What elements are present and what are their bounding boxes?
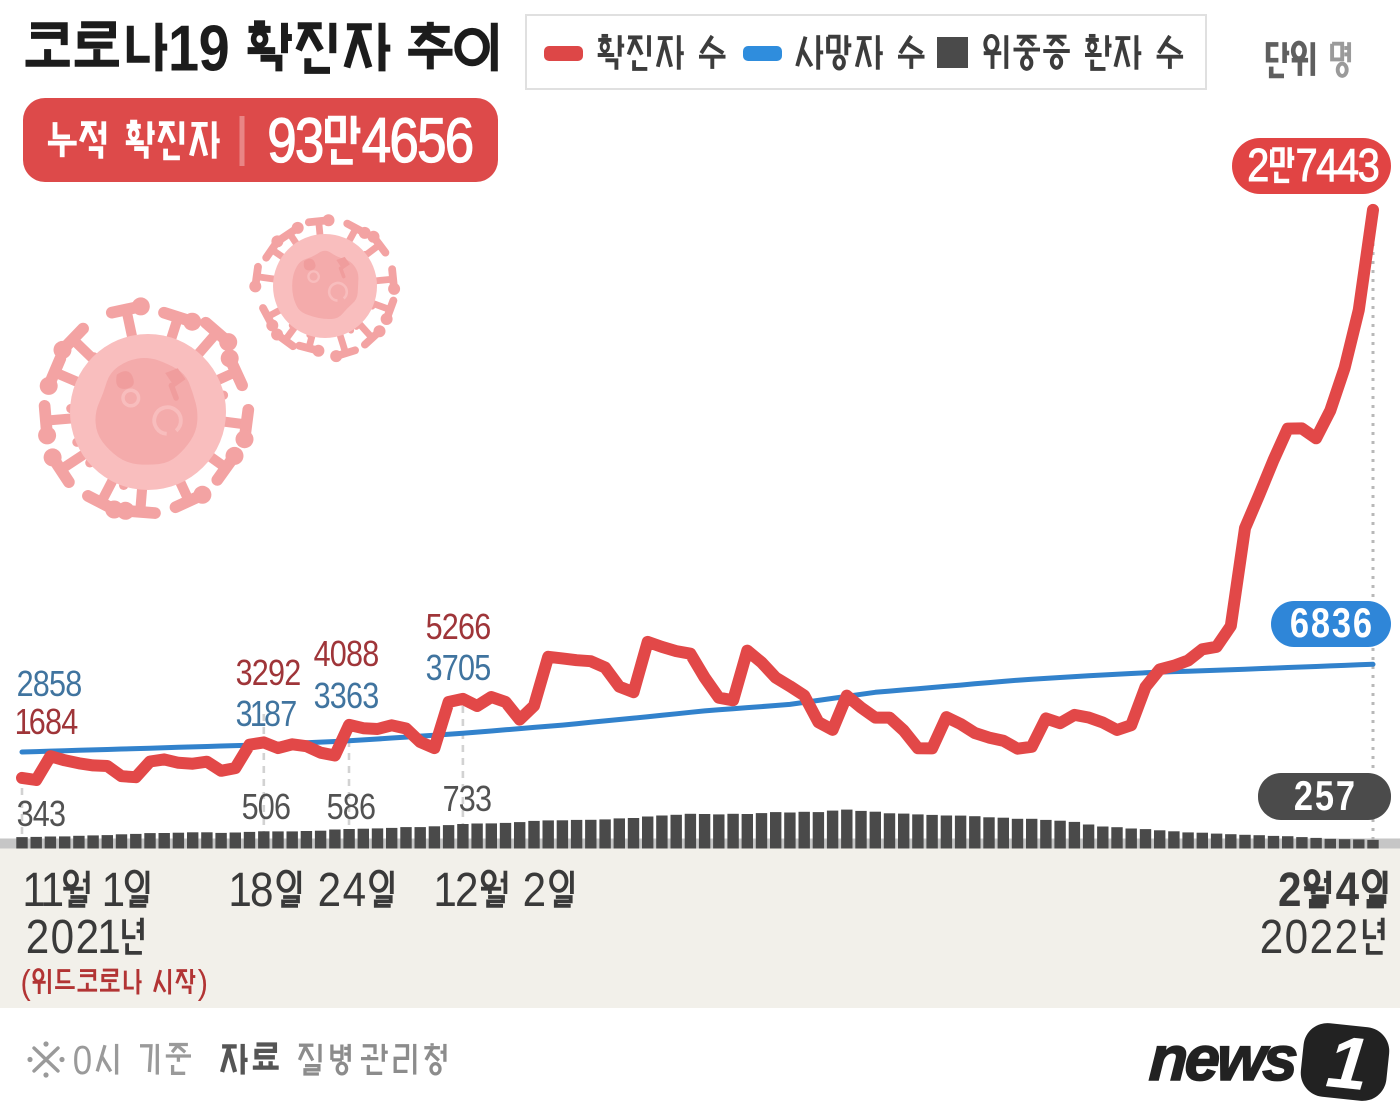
svg-text:2: 2 — [26, 909, 49, 963]
svg-text:1: 1 — [168, 12, 199, 85]
svg-text:3: 3 — [49, 795, 66, 835]
svg-text:1: 1 — [15, 703, 32, 743]
svg-text:5: 5 — [327, 788, 344, 828]
svg-text:2: 2 — [252, 654, 269, 694]
svg-text:6: 6 — [274, 788, 291, 828]
svg-text:2: 2 — [1310, 909, 1333, 963]
svg-text:9: 9 — [267, 106, 296, 176]
svg-text:5: 5 — [49, 665, 66, 705]
svg-text:0: 0 — [51, 909, 74, 963]
svg-text:7: 7 — [1336, 773, 1355, 820]
svg-text:9: 9 — [268, 654, 285, 694]
svg-text:0: 0 — [458, 649, 475, 689]
svg-text:4: 4 — [33, 795, 50, 835]
svg-text:2: 2 — [76, 909, 99, 963]
svg-text:2: 2 — [1335, 909, 1358, 963]
svg-text:3: 3 — [459, 780, 476, 820]
svg-text:3: 3 — [17, 795, 34, 835]
svg-text:2: 2 — [1260, 909, 1283, 963]
svg-text:2: 2 — [1294, 773, 1313, 820]
svg-text:5: 5 — [426, 608, 443, 648]
svg-text:3: 3 — [1332, 600, 1351, 647]
svg-text:6: 6 — [359, 788, 376, 828]
svg-text:6: 6 — [1353, 600, 1372, 647]
svg-text:1: 1 — [22, 862, 45, 916]
svg-text:6: 6 — [458, 608, 475, 648]
svg-text:4: 4 — [1316, 140, 1338, 191]
svg-text:7: 7 — [280, 695, 297, 735]
svg-text:8: 8 — [343, 788, 360, 828]
svg-text:4: 4 — [61, 703, 78, 743]
svg-text:1: 1 — [102, 862, 125, 916]
svg-text:3: 3 — [236, 695, 253, 735]
svg-text:6: 6 — [445, 106, 474, 176]
svg-text:2: 2 — [523, 862, 546, 916]
svg-text:7: 7 — [442, 649, 459, 689]
svg-text:6: 6 — [29, 703, 46, 743]
svg-text:1: 1 — [228, 862, 251, 916]
svg-text:1: 1 — [250, 695, 267, 735]
svg-text:7: 7 — [443, 780, 460, 820]
svg-text:1: 1 — [97, 909, 120, 963]
svg-text:2: 2 — [17, 665, 34, 705]
svg-text:0: 0 — [1285, 909, 1308, 963]
svg-text:3: 3 — [475, 780, 492, 820]
svg-text:1: 1 — [433, 862, 456, 916]
svg-text:5: 5 — [242, 788, 259, 828]
svg-text:8: 8 — [346, 635, 363, 675]
svg-text:3: 3 — [426, 649, 443, 689]
svg-text:3: 3 — [330, 677, 347, 717]
svg-text:7: 7 — [1296, 140, 1318, 191]
svg-text:8: 8 — [1311, 600, 1330, 647]
svg-text:5: 5 — [1315, 773, 1334, 820]
svg-text:2: 2 — [1278, 862, 1301, 916]
svg-text:2: 2 — [442, 608, 459, 648]
svg-text:(: ( — [21, 964, 31, 1002]
svg-text:8: 8 — [65, 665, 82, 705]
svg-text:news: news — [1148, 1024, 1298, 1094]
svg-text:0: 0 — [258, 788, 275, 828]
svg-text:5: 5 — [417, 106, 446, 176]
svg-text:6: 6 — [1290, 600, 1309, 647]
svg-text:9: 9 — [199, 12, 230, 85]
svg-text:2: 2 — [455, 862, 478, 916]
svg-text:6: 6 — [346, 677, 363, 717]
svg-text:5: 5 — [474, 649, 491, 689]
svg-text:3: 3 — [1358, 140, 1380, 191]
svg-text:8: 8 — [264, 695, 281, 735]
svg-text:3: 3 — [236, 654, 253, 694]
svg-text:4: 4 — [1337, 140, 1359, 191]
svg-text:8: 8 — [362, 635, 379, 675]
svg-text:2: 2 — [318, 862, 341, 916]
svg-text:2: 2 — [284, 654, 301, 694]
svg-text:1: 1 — [1323, 1019, 1373, 1106]
svg-text:4: 4 — [314, 635, 331, 675]
svg-text:3: 3 — [362, 677, 379, 717]
svg-text:2: 2 — [1247, 140, 1269, 191]
svg-text:8: 8 — [250, 862, 273, 916]
svg-text:3: 3 — [295, 106, 324, 176]
svg-text:4: 4 — [362, 106, 391, 176]
svg-text:8: 8 — [33, 665, 50, 705]
svg-text:0: 0 — [73, 1038, 92, 1083]
svg-text:4: 4 — [343, 862, 366, 916]
svg-text:0: 0 — [330, 635, 347, 675]
svg-text:4: 4 — [1336, 862, 1359, 916]
svg-text:8: 8 — [45, 703, 62, 743]
svg-text:1: 1 — [41, 862, 64, 916]
svg-text:6: 6 — [389, 106, 418, 176]
svg-text:3: 3 — [314, 677, 331, 717]
svg-text:6: 6 — [474, 608, 491, 648]
svg-text:): ) — [198, 964, 208, 1002]
